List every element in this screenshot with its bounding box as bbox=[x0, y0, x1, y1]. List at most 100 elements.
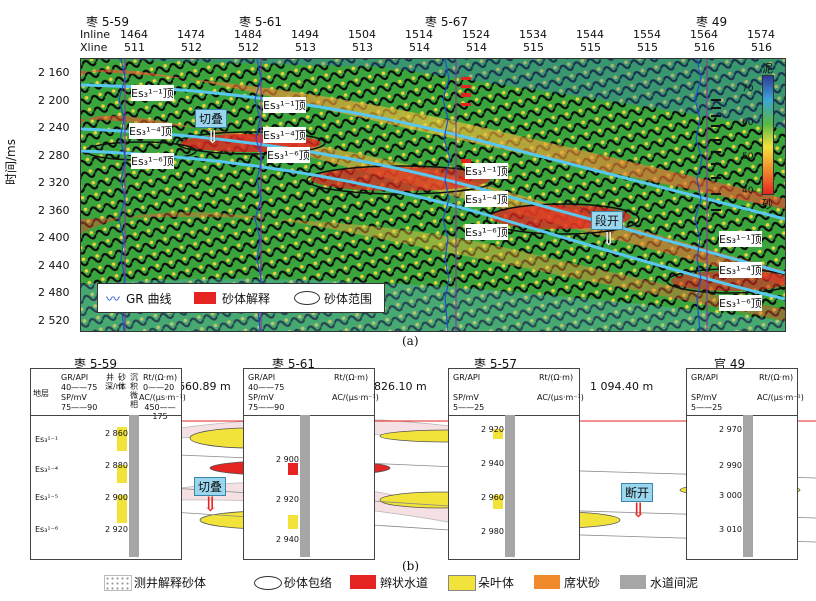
inline-tick: 1494 bbox=[291, 28, 319, 41]
legend-envelope: 砂体包络 bbox=[284, 576, 333, 590]
inline-tick: 1544 bbox=[576, 28, 604, 41]
col-ac: AC/(μs·m⁻¹) bbox=[757, 393, 804, 402]
y-tick: 2 160 bbox=[38, 66, 70, 79]
horizon-tag-a-10: Es₃¹⁻¹顶 bbox=[719, 231, 762, 247]
xline-tick: 513 bbox=[295, 41, 316, 54]
callout-break-b: 断开 bbox=[621, 483, 654, 502]
seismic-section: Es₃¹⁻¹顶 Es₃¹⁻¹顶 Es₃¹⁻⁴顶 Es₃¹⁻⁴顶 Es₃¹⁻⁶顶 … bbox=[80, 58, 786, 332]
depth-w4-1: 2 970 bbox=[719, 425, 742, 434]
well-label-a-3: 枣 5-67 bbox=[425, 15, 469, 29]
layer-2: Es₃¹⁻⁴ bbox=[35, 465, 59, 474]
distance-1: 660.89 m bbox=[178, 380, 231, 393]
colorbar-tick-50: 50 bbox=[742, 152, 754, 162]
inline-tick: 1464 bbox=[120, 28, 148, 41]
down-arrow-icon: ⇓ bbox=[630, 498, 647, 522]
xline-tick: 515 bbox=[580, 41, 601, 54]
horizon-tag-a-4: Es₃¹⁻⁴顶 bbox=[263, 127, 306, 143]
y-tick: 2 360 bbox=[38, 203, 70, 217]
col-sp: SP/mV bbox=[453, 393, 479, 402]
inline-tick: 1524 bbox=[462, 28, 490, 41]
xline-tick: 513 bbox=[352, 41, 373, 54]
col-sp-range: 75——90 bbox=[61, 403, 98, 412]
legend-gr-label: GR 曲线 bbox=[126, 292, 172, 306]
inline-tick: 1484 bbox=[234, 28, 262, 41]
depth-w2-3: 2 940 bbox=[276, 535, 299, 544]
down-arrow-icon: ⇓ bbox=[601, 229, 617, 250]
legend-sand-swatch bbox=[194, 292, 216, 304]
callout-break-a: 段开 bbox=[591, 211, 624, 230]
well-label-b-1: 枣 5-59 bbox=[74, 357, 118, 371]
col-gr: GR/API bbox=[691, 373, 719, 382]
horizon-tag-a-11: Es₃¹⁻⁴顶 bbox=[719, 262, 762, 278]
col-depth: 井深/m bbox=[105, 373, 124, 391]
inline-tick: 1554 bbox=[633, 28, 661, 41]
depth-w3-1: 2 920 bbox=[481, 425, 504, 434]
depth-w1-3: 2 900 bbox=[105, 493, 128, 502]
caption-a: (a) bbox=[402, 334, 419, 348]
well-column-2: GR/API 40——75 SP/mV 75——90 Rt/(Ω·m) AC/(… bbox=[243, 368, 379, 560]
horizon-tag-a-5: Es₃¹⁻⁶顶 bbox=[131, 153, 174, 169]
bottom-legend: 测井解释砂体 砂体包络 辫状水道 朵叶体 席状砂 水道间泥 bbox=[104, 571, 724, 593]
xline-tick: 512 bbox=[238, 41, 259, 54]
y-tick: 2 400 bbox=[38, 231, 70, 244]
depth-w4-4: 3 010 bbox=[719, 525, 742, 534]
inline-tick: 1514 bbox=[405, 28, 433, 41]
col-ac: AC/(μs·m⁻¹) bbox=[332, 393, 379, 402]
xline-tick: 515 bbox=[523, 41, 544, 54]
y-axis-label: 时间/ms bbox=[4, 139, 18, 185]
layer-header: 地层 bbox=[33, 389, 49, 398]
xline-tick: 516 bbox=[751, 41, 772, 54]
well-label-a-1: 枣 5-59 bbox=[86, 15, 130, 29]
well-label-a-4: 枣 49 bbox=[696, 15, 728, 29]
col-gr: GR/API bbox=[248, 373, 276, 382]
down-arrow-icon: ⇓ bbox=[202, 492, 219, 516]
well-column-1: 地层 GR/API 40——75 SP/mV 75——90 井深/m 砂体 沉积… bbox=[30, 368, 186, 560]
well-label-b-3: 枣 5-57 bbox=[474, 357, 518, 371]
colorbar-tick-70: 70 bbox=[742, 84, 754, 94]
xline-tick: 512 bbox=[181, 41, 202, 54]
col-gr-range: 40——75 bbox=[61, 383, 98, 392]
col-rt: Rt/(Ω·m) bbox=[759, 373, 794, 382]
seismic-legend: 〰 GR 曲线 砂体解释 砂体范围 bbox=[97, 283, 385, 313]
log-sand-swatch bbox=[104, 575, 132, 591]
y-tick: 2 280 bbox=[38, 148, 70, 162]
col-sp-range: 75——90 bbox=[248, 403, 285, 412]
mud-swatch bbox=[620, 575, 646, 589]
depth-w4-3: 3 000 bbox=[719, 491, 742, 500]
col-rt-range: 0——20 bbox=[143, 383, 175, 392]
well-label-a-2: 枣 5-61 bbox=[239, 15, 283, 29]
y-tick: 2 480 bbox=[38, 286, 70, 299]
xline-tick: 511 bbox=[124, 41, 145, 54]
col-facies: 沉积微相 bbox=[130, 373, 138, 409]
col-sp: SP/mV bbox=[248, 393, 274, 402]
depth-w1-4: 2 920 bbox=[105, 525, 128, 534]
col-sand: 砂体 bbox=[118, 373, 126, 391]
horizon-tag-a-12: Es₃¹⁻⁶顶 bbox=[719, 295, 762, 311]
depth-w3-4: 2 980 bbox=[481, 527, 504, 536]
col-gr: GR/API bbox=[61, 373, 89, 382]
colorbar-tick-60: 60 bbox=[742, 118, 754, 128]
y-tick: 2 200 bbox=[38, 93, 70, 107]
colorbar bbox=[762, 75, 774, 195]
col-rt: Rt/(Ω·m) bbox=[539, 373, 574, 382]
col-rt: Rt/(Ω·m) bbox=[143, 373, 178, 382]
envelope-icon bbox=[254, 576, 282, 590]
caption-b: (b) bbox=[402, 559, 420, 573]
y-tick: 2 320 bbox=[38, 176, 70, 189]
braided-swatch bbox=[350, 575, 376, 589]
well-label-b-4: 官 49 bbox=[714, 357, 746, 371]
xline-label: Xline bbox=[80, 41, 108, 54]
xline-tick: 516 bbox=[694, 41, 715, 54]
y-tick: 2 520 bbox=[38, 313, 70, 327]
horizon-tag-a-6: Es₃¹⁻⁶顶 bbox=[267, 147, 310, 163]
horizon-tag-a-9: Es₃¹⁻⁶顶 bbox=[465, 224, 508, 240]
legend-lobe: 朵叶体 bbox=[478, 576, 515, 590]
depth-w2-1: 2 900 bbox=[276, 455, 299, 464]
legend-range-icon bbox=[294, 291, 320, 305]
sheet-swatch bbox=[534, 575, 560, 589]
colorbar-tick-40: 40 bbox=[742, 186, 754, 196]
lobe-swatch bbox=[448, 575, 476, 591]
callout-cut-b: 切叠 bbox=[194, 477, 227, 496]
col-sp-range: 5——25 bbox=[691, 403, 723, 412]
legend-mud: 水道间泥 bbox=[650, 576, 699, 590]
